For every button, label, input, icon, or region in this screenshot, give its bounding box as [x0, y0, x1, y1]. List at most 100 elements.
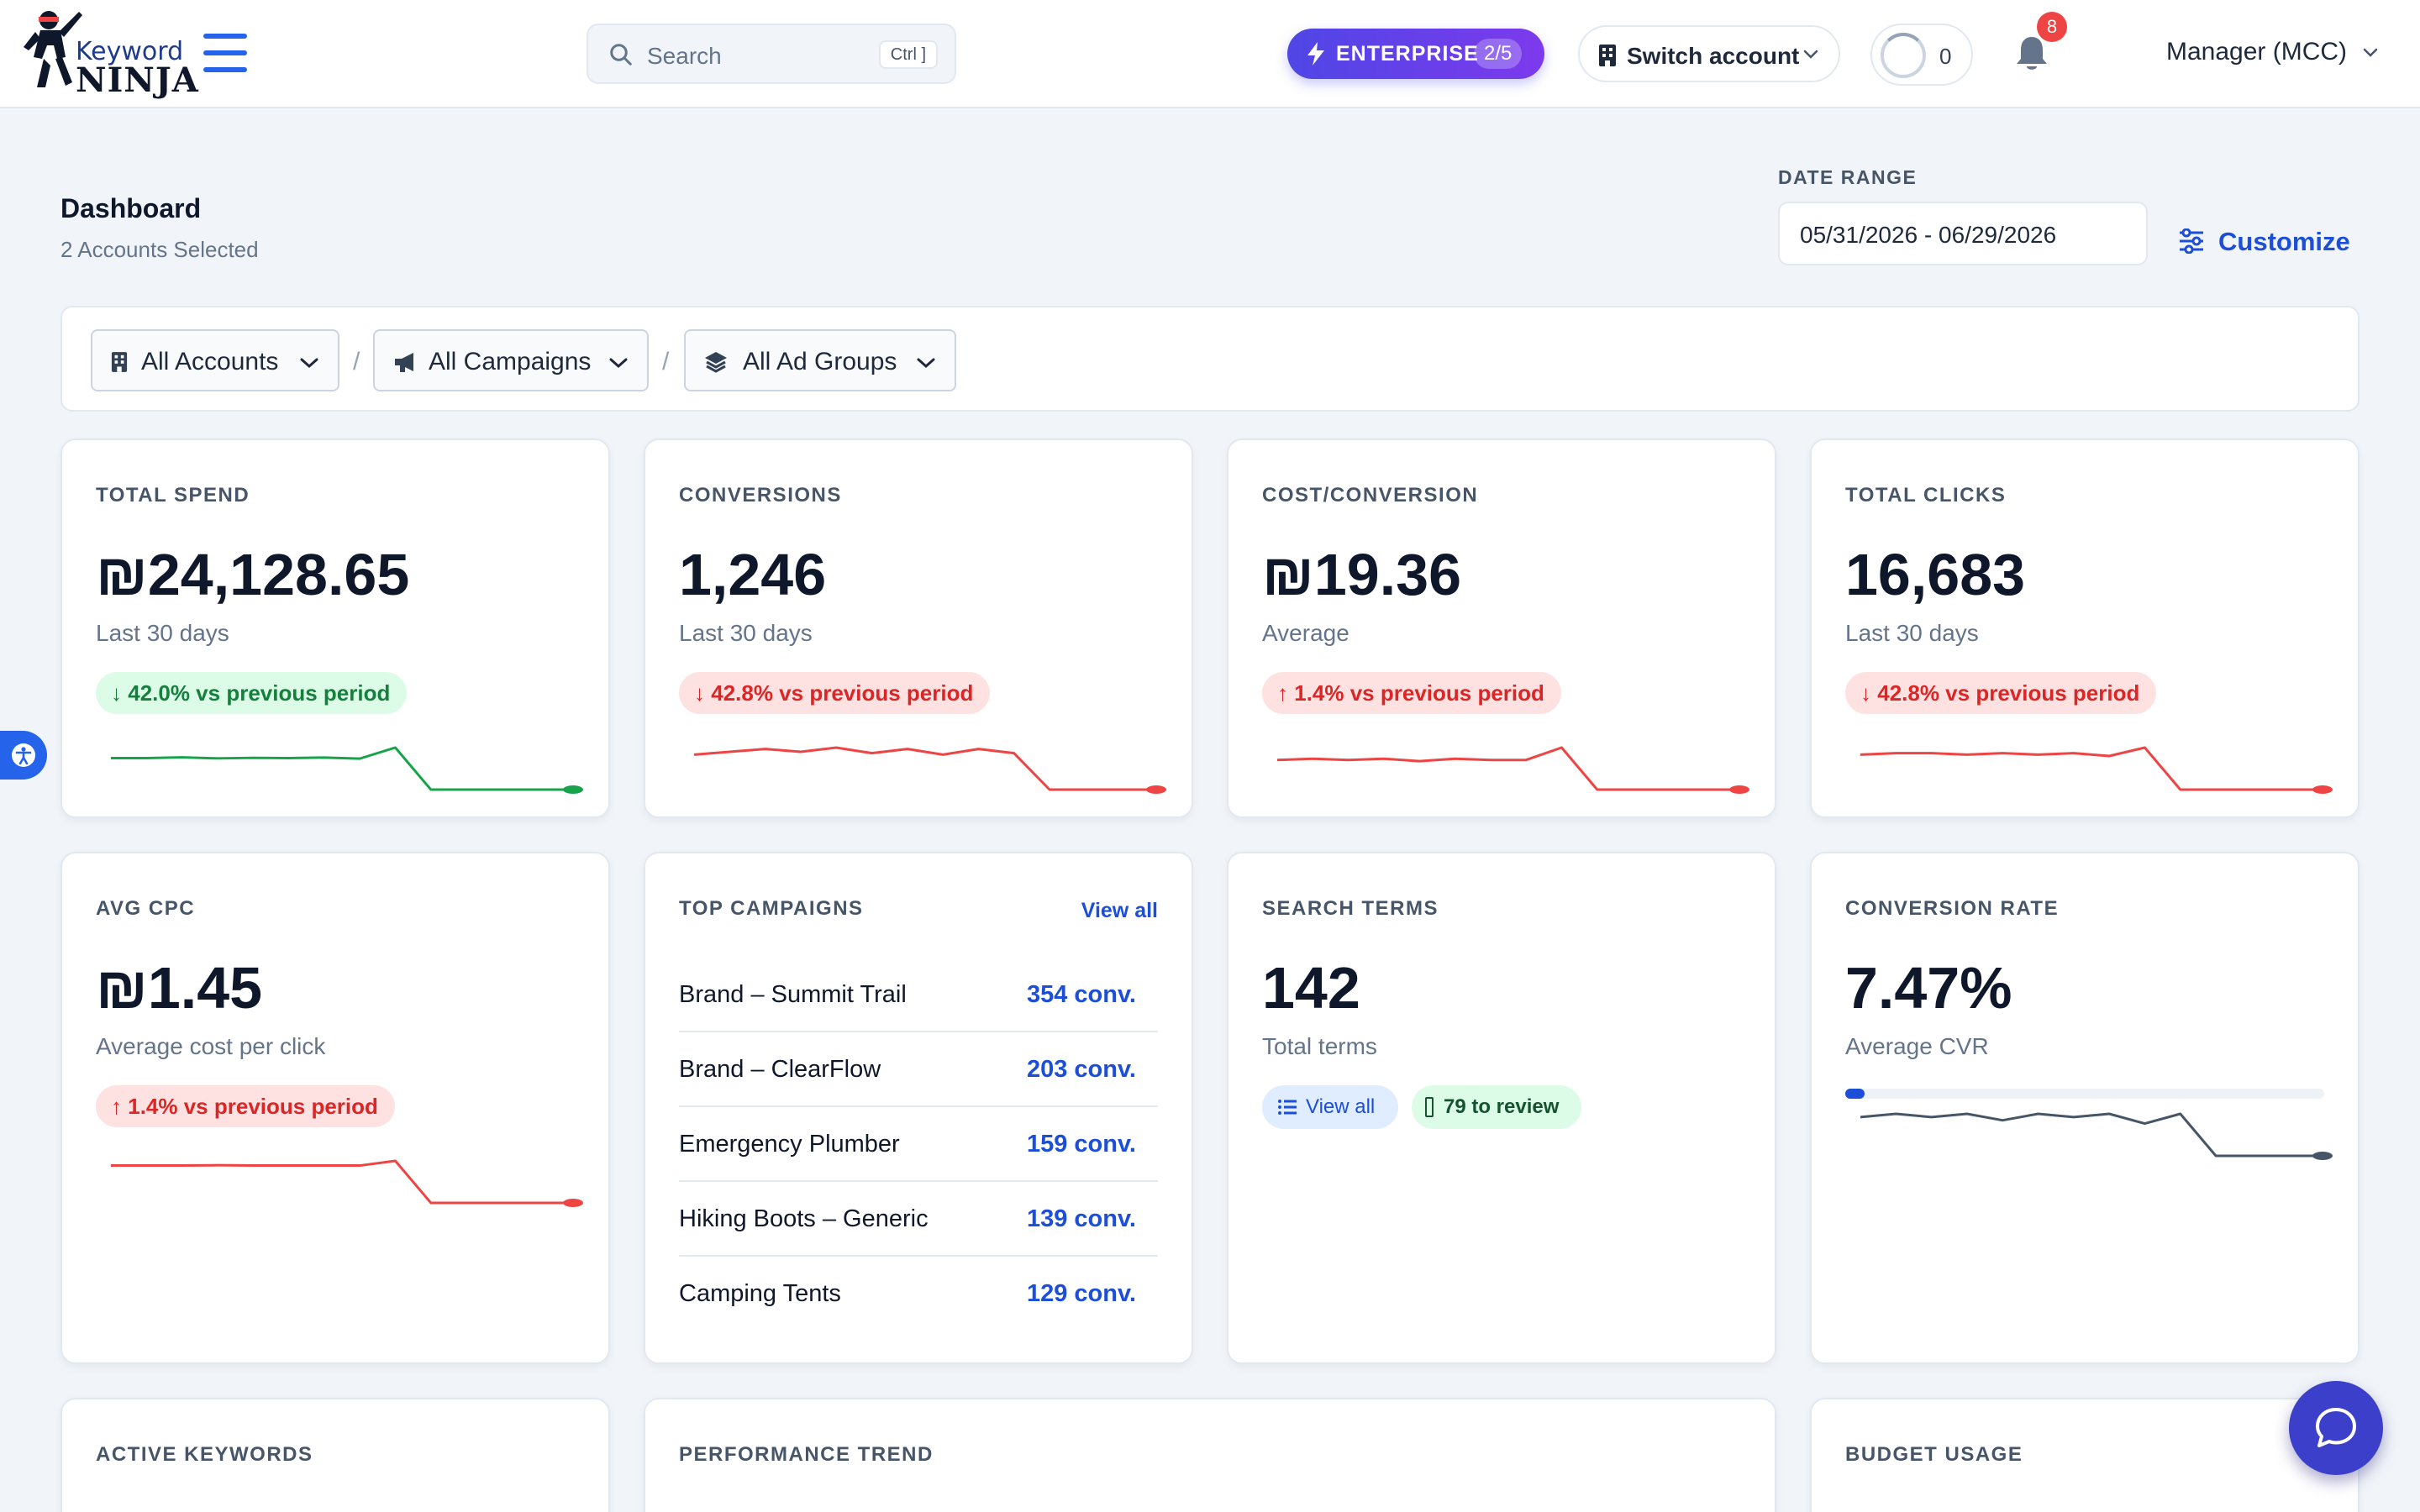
campaign-row[interactable]: Emergency Plumber 159 conv.	[679, 1107, 1158, 1182]
plan-usage-badge: 2/5	[1474, 39, 1523, 69]
accounts-selected-text: 2 Accounts Selected	[60, 237, 259, 262]
arrow-up-icon: ↑	[111, 1094, 129, 1119]
chat-support-button[interactable]	[2289, 1381, 2383, 1475]
card-label: SEARCH TERMS	[1262, 897, 1439, 920]
progress-fill	[1845, 1089, 1865, 1099]
breadcrumb-separator: /	[353, 348, 360, 375]
delta-badge: ↑ 1.4% vs previous period	[1262, 672, 1561, 714]
chevron-down-icon[interactable]	[2363, 47, 2378, 59]
megaphone-icon	[395, 353, 413, 372]
switch-account-button[interactable]: Switch account	[1578, 25, 1840, 82]
accounts-filter-label: All Accounts	[141, 348, 279, 375]
cost-per-conversion-value: ₪19.36	[1262, 542, 1462, 607]
search-input[interactable]: Search Ctrl ]	[587, 24, 956, 84]
performance-trend-card[interactable]: PERFORMANCE TREND	[644, 1398, 1776, 1512]
customize-button[interactable]: Customize	[2178, 225, 2354, 259]
conversion-rate-sparkline	[1860, 1112, 2333, 1160]
card-label: BUDGET USAGE	[1845, 1443, 2023, 1466]
total-spend-sparkline	[111, 746, 583, 794]
view-all-label: View all	[1306, 1095, 1376, 1118]
card-label: CONVERSION RATE	[1845, 897, 2060, 920]
logo-word-keyword: Keyword	[76, 37, 184, 66]
total-spend-value: ₪24,128.65	[96, 542, 410, 607]
campaign-name: Camping Tents	[679, 1280, 841, 1307]
ad-groups-filter-dropdown[interactable]: All Ad Groups	[684, 329, 956, 391]
campaigns-filter-label: All Campaigns	[429, 348, 592, 375]
active-keywords-card[interactable]: ACTIVE KEYWORDS	[60, 1398, 610, 1512]
notification-bell-icon[interactable]	[2013, 34, 2050, 74]
view-all-campaigns-link[interactable]: View all	[1081, 899, 1158, 922]
campaign-conversions: 354 conv.	[1026, 981, 1136, 1008]
card-label: AVG CPC	[96, 897, 196, 920]
view-all-search-terms-button[interactable]: View all	[1262, 1085, 1398, 1129]
card-label: TOTAL SPEND	[96, 484, 250, 507]
lightning-bolt-icon	[1307, 42, 1324, 66]
campaign-conversions: 129 conv.	[1026, 1280, 1136, 1307]
page-title: Dashboard	[60, 193, 202, 223]
date-range-label: DATE RANGE	[1778, 166, 1918, 188]
conversion-rate-progress-bar	[1845, 1089, 2324, 1099]
plan-label: ENTERPRISE	[1336, 42, 1479, 66]
top-campaigns-card: TOP CAMPAIGNS View all Brand – Summit Tr…	[644, 852, 1193, 1364]
campaign-row[interactable]: Hiking Boots – Generic 139 conv.	[679, 1182, 1158, 1257]
campaigns-filter-dropdown[interactable]: All Campaigns	[373, 329, 649, 391]
total-spend-card[interactable]: TOTAL SPEND ₪24,128.65 Last 30 days ↓ 42…	[60, 438, 610, 818]
sparkline-path	[693, 746, 1156, 791]
hamburger-menu-icon[interactable]	[203, 34, 247, 72]
campaign-conversions: 203 conv.	[1026, 1056, 1136, 1083]
cost-per-conversion-sparkline	[1276, 746, 1749, 794]
delta-badge: ↓ 42.0% vs previous period	[96, 672, 408, 714]
chevron-down-icon	[1803, 50, 1818, 59]
cost-per-conversion-card[interactable]: COST/CONVERSION ₪19.36 Average ↑ 1.4% vs…	[1227, 438, 1776, 818]
campaign-name: Brand – Summit Trail	[679, 981, 907, 1008]
search-terms-card[interactable]: SEARCH TERMS 142 Total terms View all 79…	[1227, 852, 1776, 1364]
credits-count: 0	[1939, 44, 1952, 69]
delta-text: 42.8% vs previous period	[1877, 680, 2140, 706]
accessibility-toggle[interactable]	[0, 731, 47, 780]
campaign-name: Emergency Plumber	[679, 1131, 900, 1158]
accounts-filter-dropdown[interactable]: All Accounts	[91, 329, 339, 391]
card-subtitle: Average cost per click	[96, 1033, 326, 1059]
sparkline-path	[1860, 746, 2323, 791]
ninja-mascot-icon	[24, 11, 82, 87]
conversions-card[interactable]: CONVERSIONS 1,246 Last 30 days ↓ 42.8% v…	[644, 438, 1193, 818]
customize-label: Customize	[2218, 227, 2350, 256]
loading-ring-icon	[1881, 33, 1926, 78]
budget-usage-card[interactable]: BUDGET USAGE	[1810, 1398, 2360, 1512]
search-placeholder: Search	[647, 43, 722, 69]
layers-icon	[705, 352, 727, 373]
avg-cpc-card[interactable]: AVG CPC ₪1.45 Average cost per click ↑ 1…	[60, 852, 610, 1364]
conversion-rate-card[interactable]: CONVERSION RATE 7.47% Average CVR	[1810, 852, 2360, 1364]
card-subtitle: Last 30 days	[96, 620, 229, 646]
campaign-row[interactable]: Camping Tents 129 conv.	[679, 1257, 1158, 1331]
top-bar: Keyword NINJA Search Ctrl ] ENTERPRISE 2…	[0, 0, 2420, 108]
notification-count-badge: 8	[2037, 12, 2067, 42]
conversions-value: 1,246	[679, 542, 827, 607]
keyword-ninja-logo[interactable]: Keyword NINJA	[24, 7, 198, 101]
review-search-terms-button[interactable]: 79 to review	[1412, 1085, 1581, 1129]
arrow-down-icon: ↓	[1860, 680, 1878, 706]
sparkline-end-dot	[1146, 785, 1166, 794]
campaign-name: Hiking Boots – Generic	[679, 1205, 929, 1232]
date-range-input[interactable]: 05/31/2026 - 06/29/2026	[1778, 202, 2148, 265]
card-label: ACTIVE KEYWORDS	[96, 1443, 313, 1466]
logo-word-ninja: NINJA	[76, 60, 199, 100]
chevron-down-icon	[300, 358, 318, 369]
card-label: PERFORMANCE TREND	[679, 1443, 934, 1466]
credits-indicator[interactable]: 0	[1870, 24, 1973, 86]
sparkline-end-dot	[2312, 785, 2333, 794]
chevron-down-icon	[609, 358, 628, 369]
switch-account-label: Switch account	[1627, 43, 1800, 69]
campaign-row[interactable]: Brand – ClearFlow 203 conv.	[679, 1032, 1158, 1107]
building-icon	[111, 352, 128, 372]
ad-groups-filter-label: All Ad Groups	[743, 348, 897, 375]
list-icon	[1278, 1100, 1297, 1115]
account-menu-button[interactable]: Manager (MCC)	[2166, 38, 2348, 66]
campaign-conversions: 159 conv.	[1026, 1131, 1136, 1158]
total-clicks-card[interactable]: TOTAL CLICKS 16,683 Last 30 days ↓ 42.8%…	[1810, 438, 2360, 818]
campaign-row[interactable]: Brand – Summit Trail 354 conv.	[679, 958, 1158, 1032]
enterprise-plan-button[interactable]: ENTERPRISE 2/5	[1287, 29, 1544, 79]
missing-glyph-icon	[1425, 1097, 1434, 1117]
sparkline-path	[111, 1159, 573, 1205]
sparkline-end-dot	[1729, 785, 1749, 794]
